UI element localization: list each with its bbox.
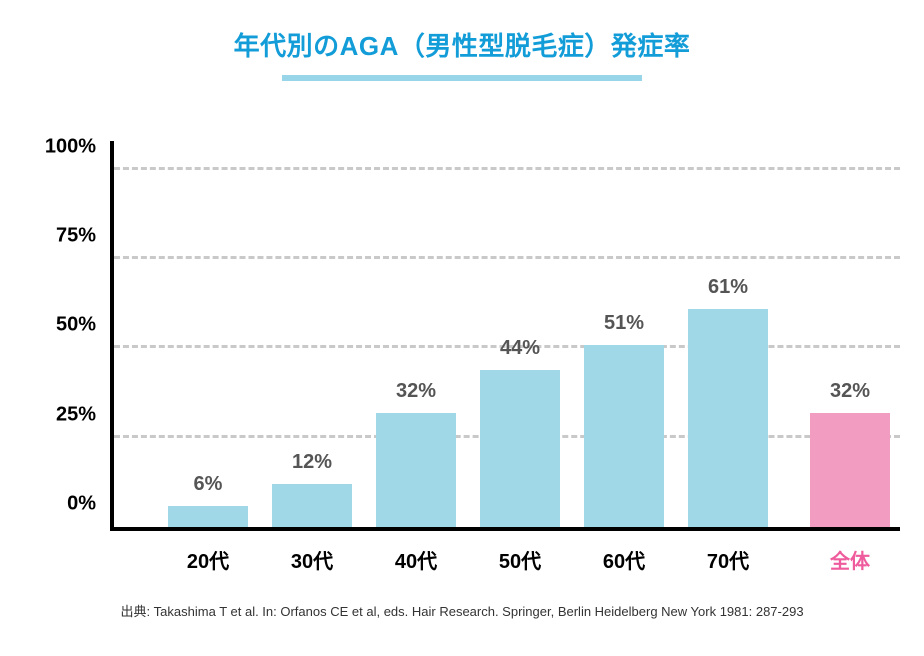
bar: 44% [480,370,560,527]
bars-container: 6% 12% 32% 44% 51% 61% 32% [110,141,900,527]
x-tick-label: 20代 [187,531,229,574]
bar: 61% [688,309,768,527]
bar-value-label: 32% [830,380,870,413]
x-tick-label: 50代 [499,531,541,574]
x-tick-label: 60代 [603,531,645,574]
y-tick-label: 50% [56,314,110,337]
y-tick-label: 100% [45,135,110,158]
bar-value-label: 6% [194,473,223,506]
bar: 32% [376,413,456,527]
citation-text: 出典: Takashima T et al. In: Orfanos CE et… [0,601,924,620]
bar: 51% [584,345,664,527]
x-tick-label: 40代 [395,531,437,574]
x-tick-label: 70代 [707,531,749,574]
bar-value-label: 51% [604,312,644,345]
bar-value-label: 44% [500,337,540,370]
bar: 32% [810,413,890,527]
bar: 6% [168,506,248,527]
bar-value-label: 12% [292,451,332,484]
x-tick-label: 全体 [830,531,870,574]
x-tick-label: 30代 [291,531,333,574]
y-tick-label: 25% [56,403,110,426]
y-tick-label: 75% [56,224,110,247]
bar-value-label: 61% [708,276,748,309]
bar-value-label: 32% [396,380,436,413]
bar: 12% [272,484,352,527]
title-underline [282,75,642,81]
chart-title: 年代別のAGA（男性型脱毛症）発症率 [0,26,924,63]
chart: 0%25%50%75%100%20代30代40代50代60代70代全体 6%12… [110,141,900,531]
title-block: 年代別のAGA（男性型脱毛症）発症率 [0,0,924,81]
y-tick-label: 0% [67,493,110,516]
